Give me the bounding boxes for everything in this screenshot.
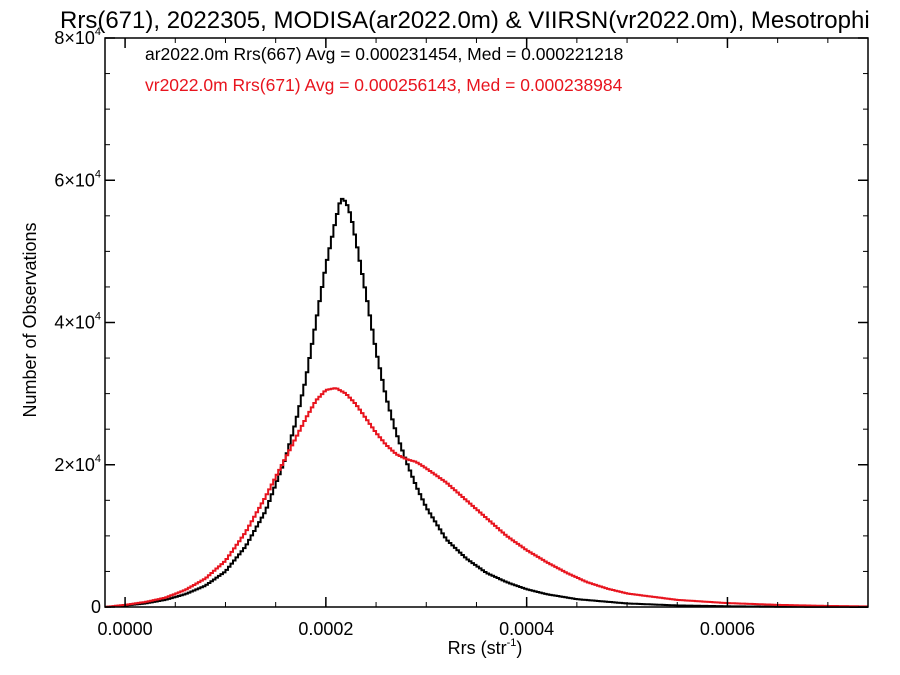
x-axis-label: Rrs (str-1) xyxy=(448,637,523,658)
x-tick-label: 0.0004 xyxy=(499,619,554,639)
x-axis-label-suffix: ) xyxy=(516,638,522,658)
x-axis-label-text: Rrs (str xyxy=(448,638,507,658)
legend-entry-1: ar2022.0m Rrs(667) Avg = 0.000231454, Me… xyxy=(145,44,623,64)
y-tick-label: 2×104 xyxy=(54,453,101,475)
x-tick-label: 0.0002 xyxy=(298,619,353,639)
x-tick-label: 0.0000 xyxy=(98,619,153,639)
y-axis-label: Number of Observations xyxy=(20,222,40,417)
x-axis-label-exponent: -1 xyxy=(507,637,517,649)
legend-entry-2: vr2022.0m Rrs(671) Avg = 0.000256143, Me… xyxy=(145,75,623,95)
y-tick-label: 4×104 xyxy=(54,311,101,333)
x-tick-label: 0.0006 xyxy=(700,619,755,639)
series-line-2 xyxy=(105,387,868,608)
y-tick-label: 8×104 xyxy=(54,26,101,48)
y-tick-label: 6×104 xyxy=(54,168,101,190)
chart-title: Rrs(671), 2022305, MODISA(ar2022.0m) & V… xyxy=(60,7,870,34)
y-tick-label: 0 xyxy=(91,597,101,617)
axes-layer: 0.0000 0.0002 0.0004 0.0006 0 2×104 4×104 6×104… xyxy=(54,26,868,639)
legend: ar2022.0m Rrs(667) Avg = 0.000231454, Me… xyxy=(145,44,623,95)
